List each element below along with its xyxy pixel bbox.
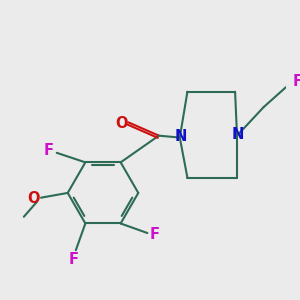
Text: F: F [150,227,160,242]
Text: F: F [293,74,300,89]
Text: O: O [116,116,128,131]
Text: F: F [44,143,54,158]
Text: F: F [69,252,79,267]
Text: O: O [27,191,40,206]
Text: N: N [175,129,187,144]
Text: N: N [232,127,244,142]
